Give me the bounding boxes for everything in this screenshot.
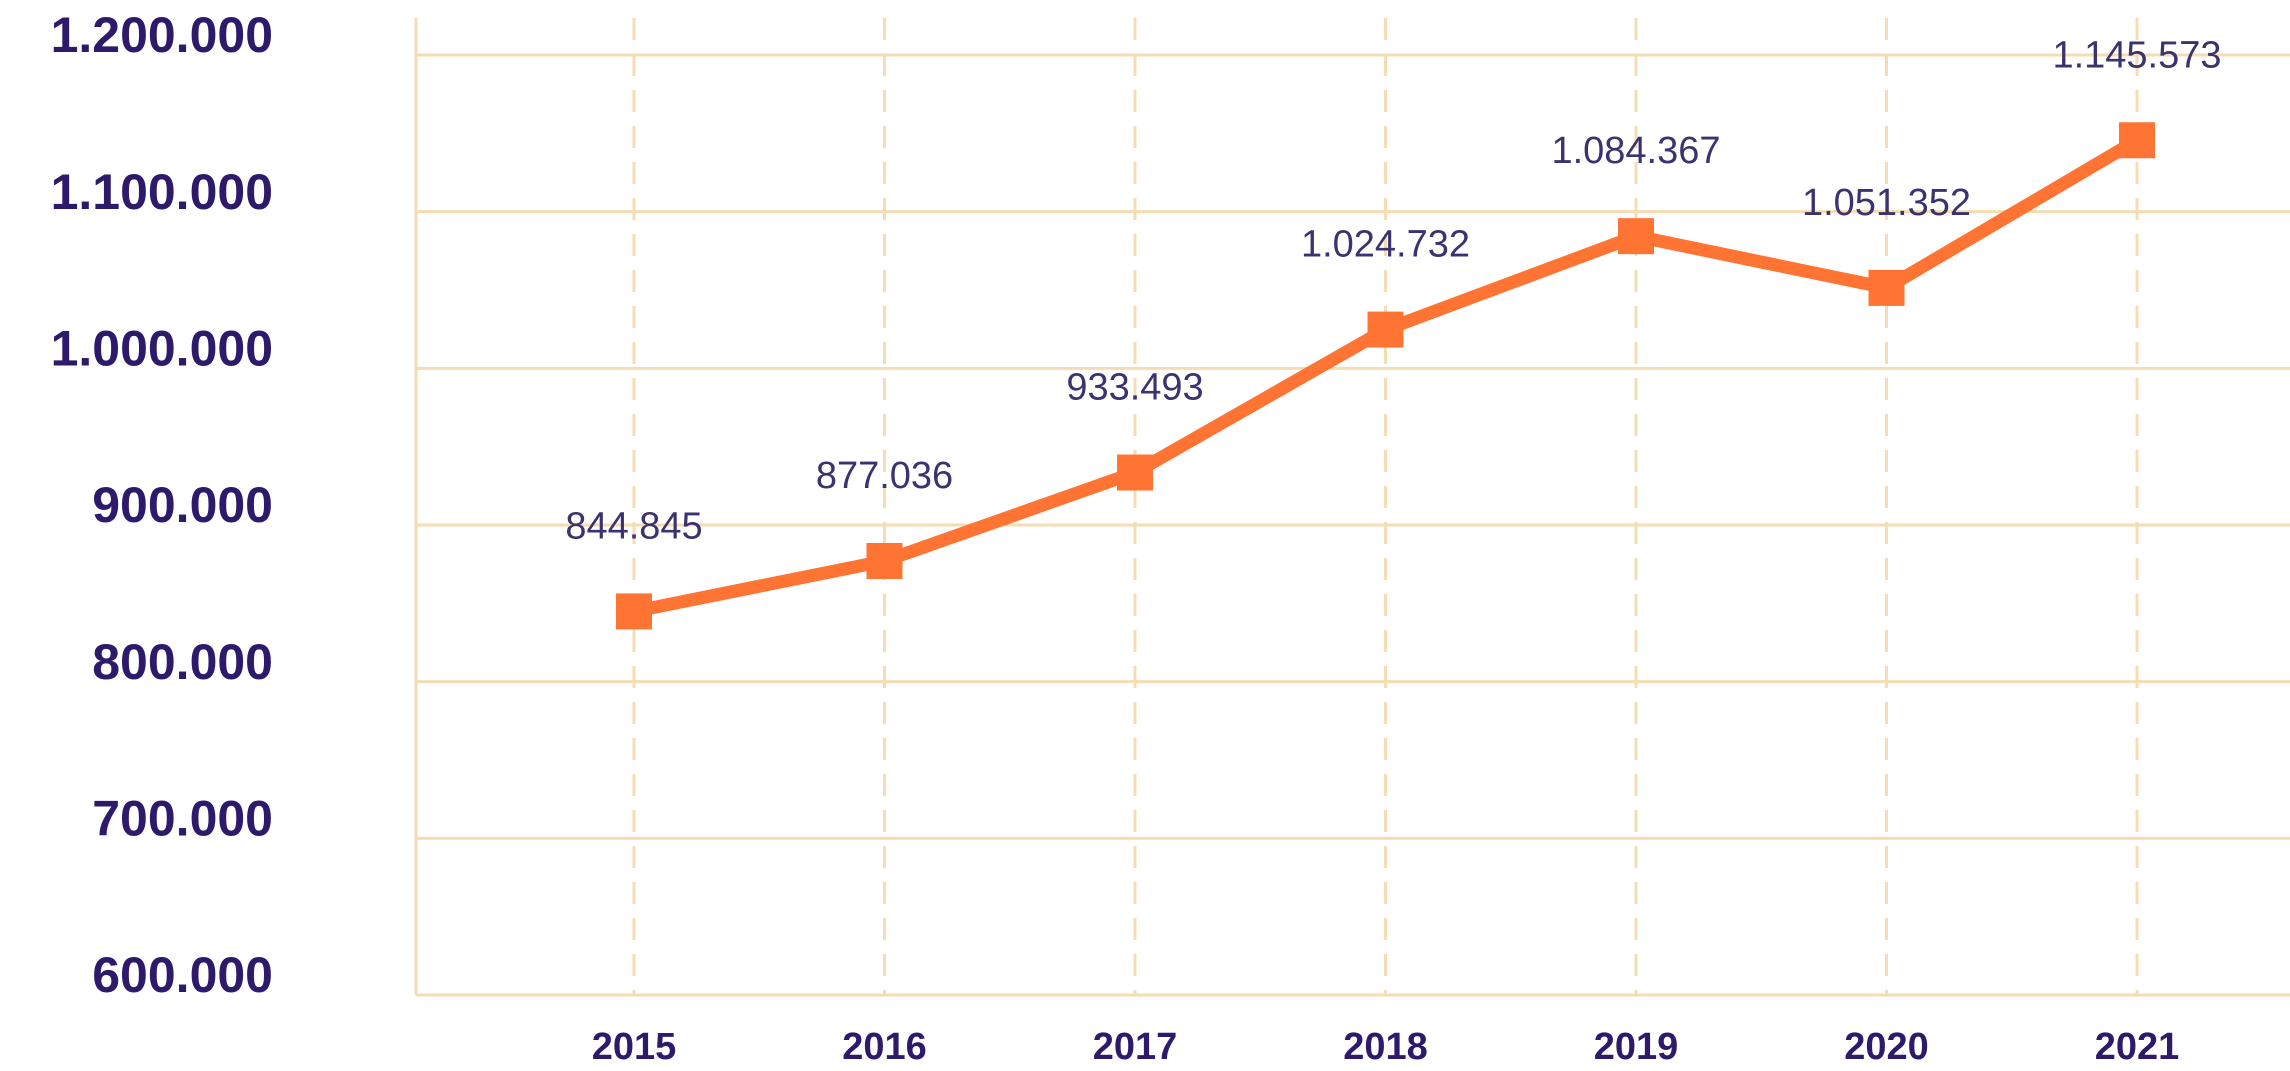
data-label: 877.036	[816, 455, 953, 497]
data-label: 1.051.352	[1802, 182, 1971, 224]
data-label: 1.024.732	[1301, 224, 1470, 266]
y-tick-label: 900.000	[92, 477, 273, 533]
marker	[2119, 122, 2155, 159]
y-tick-label: 1.200.000	[51, 7, 273, 63]
marker	[1367, 311, 1404, 348]
y-tick-label: 1.100.000	[51, 164, 273, 220]
data-label: 1.145.573	[2052, 34, 2221, 76]
x-tick-label: 2019	[1594, 1026, 1679, 1068]
marker	[1117, 454, 1153, 491]
data-label: 933.493	[1066, 367, 1203, 409]
y-tick-label: 600.000	[92, 947, 273, 1003]
x-tick-label: 2021	[2095, 1026, 2180, 1068]
data-label: 1.084.367	[1551, 130, 1720, 172]
y-tick-label: 1.000.000	[51, 321, 273, 377]
data-label: 844.845	[565, 505, 702, 547]
x-tick-label: 2016	[842, 1026, 927, 1068]
x-tick-label: 2017	[1093, 1026, 1178, 1068]
y-tick-label: 700.000	[92, 791, 273, 847]
x-tick-label: 2020	[1844, 1026, 1929, 1068]
marker	[1868, 269, 1905, 306]
marker	[616, 593, 652, 630]
marker	[866, 542, 903, 579]
x-tick-label: 2015	[592, 1026, 677, 1068]
marker	[1618, 218, 1654, 255]
x-tick-label: 2018	[1343, 1026, 1428, 1068]
y-tick-label: 800.000	[92, 634, 273, 690]
